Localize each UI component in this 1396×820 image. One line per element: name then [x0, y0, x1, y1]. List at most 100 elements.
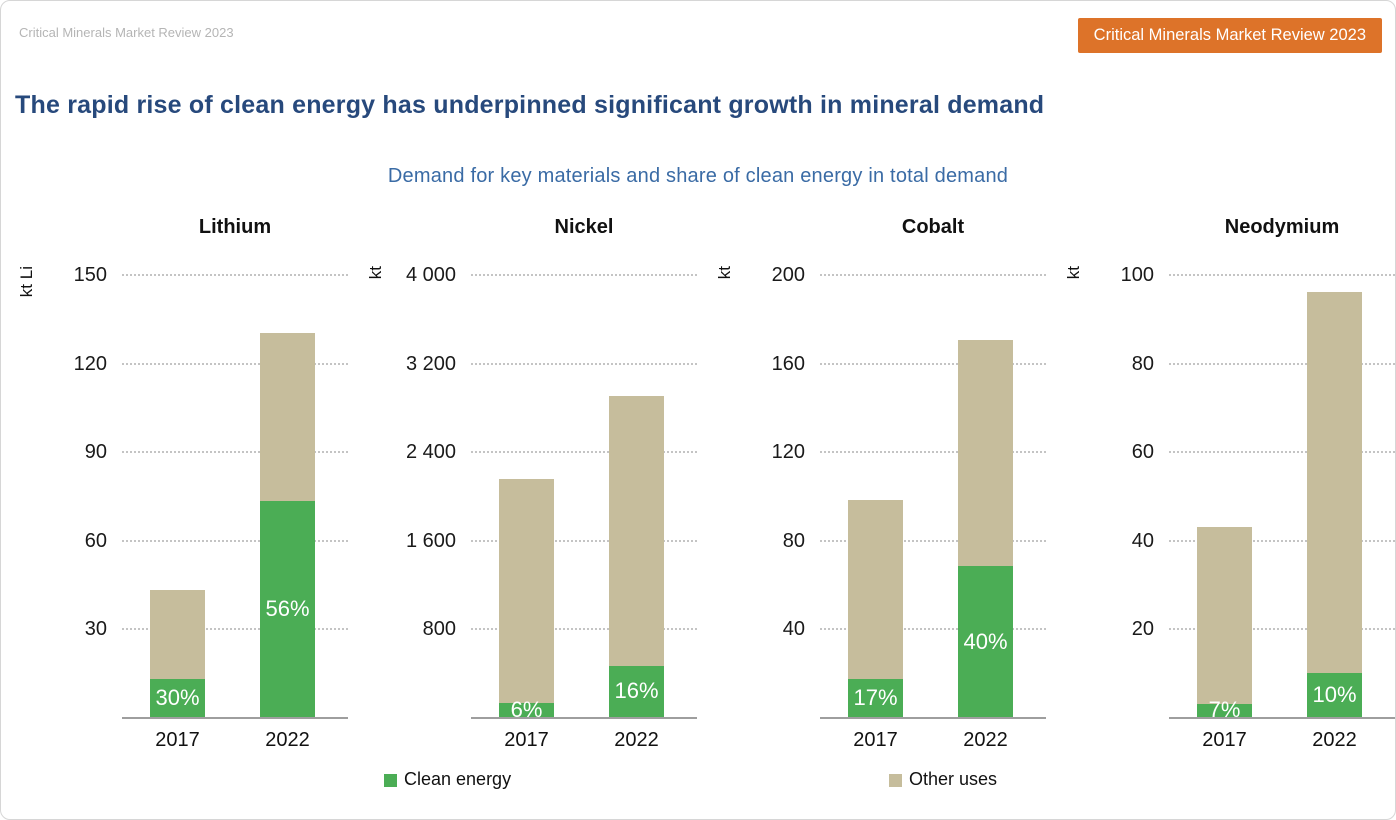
clean-share-label: 7%	[1208, 697, 1241, 723]
legend-label-clean-energy: Clean energy	[404, 769, 512, 789]
legend-item-clean-energy: Clean energy	[384, 769, 511, 790]
segment-clean-energy: 10%	[1307, 672, 1362, 717]
gridline: 100	[1121, 264, 1395, 286]
segment-other-uses	[609, 395, 664, 666]
gridline: 120	[772, 441, 1046, 463]
y-tick-label: 150	[73, 264, 107, 286]
gridline: 40	[1132, 530, 1395, 552]
gridline: 80	[1132, 353, 1395, 375]
clean-share-label: 17%	[853, 685, 898, 711]
y-tick-label: 200	[771, 264, 805, 286]
report-badge: Critical Minerals Market Review 2023	[1077, 18, 1382, 53]
segment-clean-energy: 40%	[958, 566, 1013, 717]
y-tick-label: 20	[1131, 618, 1154, 641]
x-tick-label: 2022	[614, 729, 659, 751]
gridline: 60	[85, 530, 348, 552]
gridline: 2 400	[406, 441, 697, 463]
y-tick-label: 800	[422, 618, 456, 641]
clean-share-label: 56%	[265, 596, 310, 622]
chart-panel-lithium: Lithium kt Li 2017 2022 150 120 90 60 30 30% 56%	[1, 216, 350, 776]
x-tick-label: 2017	[504, 729, 549, 751]
gridline: 30	[85, 618, 348, 640]
stacked-bar-2017: 30%	[150, 590, 205, 717]
gridline: 20	[1132, 618, 1395, 640]
figure-subtitle: Demand for key materials and share of cl…	[387, 165, 1009, 187]
y-tick-label: 100	[1120, 264, 1154, 286]
y-tick-label: 40	[782, 618, 805, 641]
chart-title: Cobalt	[901, 216, 965, 238]
gridline: 160	[772, 353, 1046, 375]
gridline: 60	[1132, 441, 1395, 463]
clean-share-label: 6%	[510, 696, 543, 722]
chart-panel-neodymium: Neodymium kt 2017 2022 100 80 60 40 20 7% 10%	[1048, 216, 1395, 776]
x-tick-label: 2017	[1202, 729, 1247, 751]
y-tick-label: 1 600	[405, 529, 456, 552]
gridline: 90	[85, 441, 348, 463]
y-tick-label: 2 400	[405, 441, 456, 464]
segment-clean-energy: 30%	[150, 678, 205, 717]
plot-area: 150 120 90 60 30 30% 56%	[74, 264, 348, 719]
gridline: 40	[783, 618, 1046, 640]
segment-other-uses	[499, 478, 554, 703]
chart-title: Neodymium	[1224, 216, 1340, 238]
y-tick-label: 80	[782, 529, 805, 552]
chart-title: Lithium	[198, 216, 272, 238]
stacked-bar-2017: 7%	[1197, 526, 1252, 722]
clean-share-label: 16%	[614, 678, 659, 704]
y-tick-label: 60	[84, 529, 107, 552]
x-tick-label: 2022	[265, 729, 310, 751]
segment-other-uses	[1197, 526, 1252, 704]
page-title: The rapid rise of clean energy has under…	[15, 91, 1045, 119]
plot-area: 100 80 60 40 20 7% 10%	[1121, 264, 1395, 722]
segment-other-uses	[260, 333, 315, 502]
y-tick-label: 30	[84, 618, 107, 641]
clean-share-label: 30%	[155, 684, 200, 710]
gridline: 1 600	[406, 530, 697, 552]
charts-row: Lithium kt Li 2017 2022 150 120 90 60 30 30% 56% Ni…	[1, 216, 1395, 776]
legend-swatch-clean-energy-icon	[384, 774, 397, 787]
gridline: 4 000	[406, 264, 697, 286]
stacked-bar-2017: 6%	[499, 478, 554, 722]
gridline: 120	[74, 353, 348, 375]
y-tick-label: 90	[84, 441, 107, 464]
y-tick-label: 3 200	[405, 352, 456, 375]
y-tick-label: 60	[1131, 441, 1154, 464]
segment-clean-energy: 6%	[499, 697, 554, 722]
clean-share-label: 10%	[1312, 681, 1357, 707]
stacked-bar-2022: 16%	[609, 395, 664, 717]
segment-clean-energy: 56%	[260, 501, 315, 717]
chart-panel-nickel: Nickel kt 2017 2022 4 000 3 200 2 400 1 600 800 6…	[350, 216, 699, 776]
y-axis-unit-label: kt Li	[17, 266, 36, 298]
x-tick-label: 2017	[155, 729, 200, 751]
stacked-bar-2022: 10%	[1307, 291, 1362, 717]
segment-clean-energy: 7%	[1197, 697, 1252, 722]
gridline: 150	[74, 264, 348, 286]
y-tick-label: 80	[1131, 352, 1154, 375]
y-tick-label: 4 000	[405, 264, 456, 286]
plot-area: 200 160 120 80 40 17% 40%	[772, 264, 1046, 719]
segment-other-uses	[848, 499, 903, 680]
y-tick-label: 120	[771, 441, 805, 464]
clean-share-label: 40%	[963, 628, 1008, 654]
stacked-bar-2022: 40%	[958, 340, 1013, 717]
chart-title: Nickel	[554, 216, 614, 238]
y-axis-unit-label: kt	[715, 266, 734, 280]
segment-clean-energy: 17%	[848, 679, 903, 717]
gridline: 800	[423, 618, 697, 640]
segment-clean-energy: 16%	[609, 665, 664, 717]
segment-other-uses	[958, 340, 1013, 567]
y-tick-label: 120	[73, 352, 107, 375]
x-tick-label: 2017	[853, 729, 898, 751]
legend-label-other-uses: Other uses	[909, 769, 998, 789]
y-tick-label: 40	[1131, 529, 1154, 552]
y-axis-unit-label: kt	[366, 266, 385, 280]
x-tick-label: 2022	[1312, 729, 1357, 751]
y-tick-label: 160	[771, 352, 805, 375]
stacked-bar-2022: 56%	[260, 333, 315, 717]
gridline: 80	[783, 530, 1046, 552]
legend-swatch-other-uses-icon	[889, 774, 902, 787]
x-tick-label: 2022	[963, 729, 1008, 751]
chart-panel-cobalt: Cobalt kt 2017 2022 200 160 120 80 40 17% 40%	[699, 216, 1048, 776]
y-axis-unit-label: kt	[1064, 266, 1083, 280]
